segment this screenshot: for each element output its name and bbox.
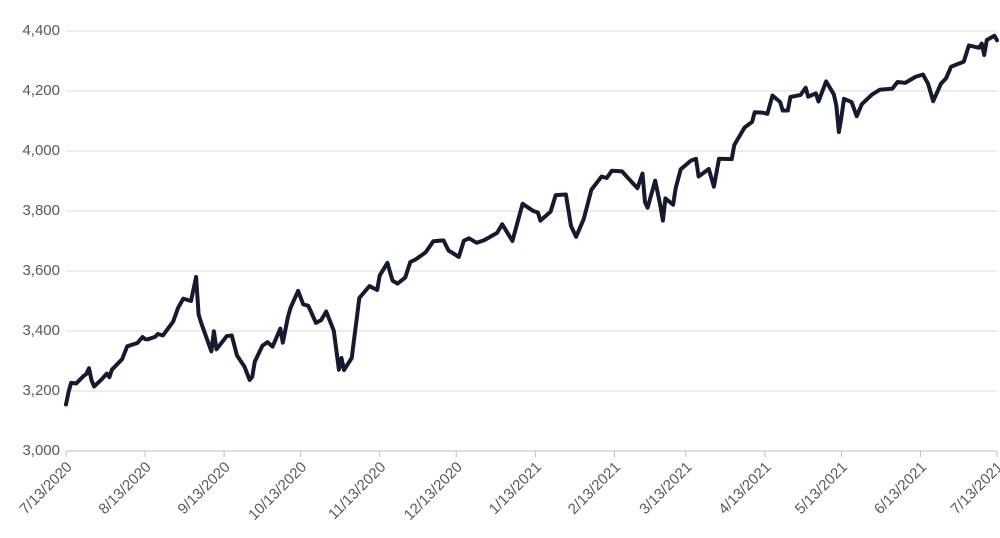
x-tick-label: 3/13/2021 (636, 459, 695, 518)
x-tick-label: 5/13/2021 (792, 459, 851, 518)
y-tick-label: 3,200 (22, 382, 60, 399)
line (64, 33, 999, 407)
y-tick-label: 3,400 (22, 322, 60, 339)
y-tick-label: 3,600 (22, 262, 60, 279)
y-tick-label: 3,000 (22, 442, 60, 459)
x-tick-label: 1/13/2021 (486, 459, 545, 518)
y-tick-label: 4,000 (22, 142, 60, 159)
x-tick-label: 7/13/2020 (16, 459, 75, 518)
x-tick-label: 2/13/2021 (565, 459, 624, 518)
x-tick-label: 7/13/2021 (947, 459, 1000, 518)
x-tick-label: 6/13/2021 (871, 459, 930, 518)
x-tick-label: 11/13/2020 (325, 459, 389, 523)
x-tick-label: 9/13/2020 (175, 459, 234, 518)
y-tick-label: 3,800 (22, 202, 60, 219)
x-tick-label: 8/13/2020 (95, 459, 154, 518)
y-tick-label: 4,200 (22, 82, 60, 99)
x-tick-label: 10/13/2020 (245, 459, 310, 524)
y-tick-label: 4,400 (22, 22, 60, 39)
x-tick-label: 4/13/2021 (715, 459, 774, 518)
x-tick-label: 12/13/2020 (401, 459, 466, 524)
